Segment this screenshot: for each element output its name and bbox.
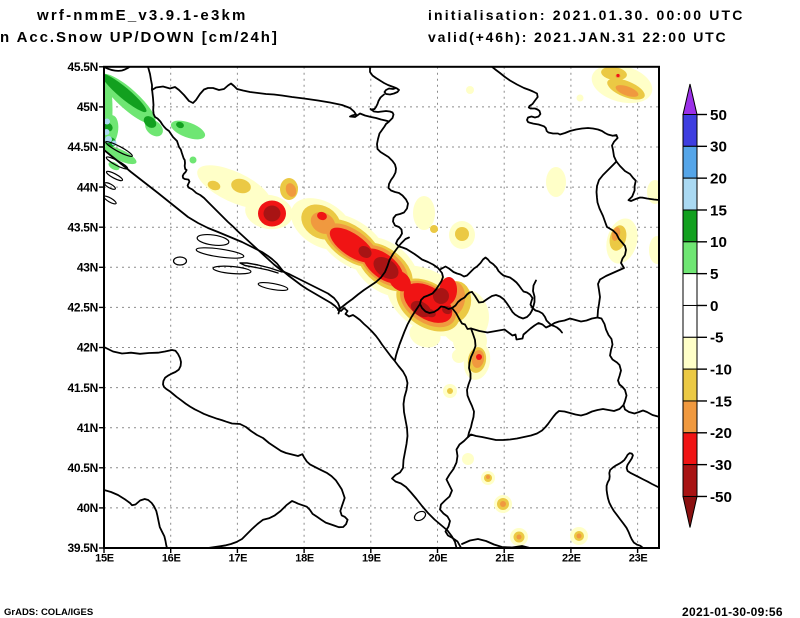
svg-text:n Acc.Snow UP/DOWN [cm/24h]: n Acc.Snow UP/DOWN [cm/24h] bbox=[0, 29, 279, 46]
svg-text:16E: 16E bbox=[162, 553, 181, 565]
svg-text:-20: -20 bbox=[710, 425, 732, 442]
svg-text:44N: 44N bbox=[77, 180, 98, 194]
svg-text:-50: -50 bbox=[710, 489, 732, 506]
svg-text:-5: -5 bbox=[710, 330, 724, 347]
svg-text:42.5N: 42.5N bbox=[67, 301, 98, 315]
svg-text:30: 30 bbox=[710, 139, 727, 156]
svg-text:50: 50 bbox=[710, 107, 727, 124]
svg-text:22E: 22E bbox=[562, 553, 581, 565]
svg-text:43.5N: 43.5N bbox=[67, 220, 98, 234]
svg-text:39.5N: 39.5N bbox=[67, 541, 98, 555]
svg-text:40N: 40N bbox=[77, 501, 98, 515]
svg-text:15E: 15E bbox=[95, 553, 114, 565]
svg-text:GrADS: COLA/IGES: GrADS: COLA/IGES bbox=[4, 607, 93, 618]
svg-text:valid(+46h): 2021.JAN.31 22:00: valid(+46h): 2021.JAN.31 22:00 UTC bbox=[428, 29, 728, 45]
svg-text:17E: 17E bbox=[229, 553, 248, 565]
svg-text:23E: 23E bbox=[629, 553, 648, 565]
svg-text:10: 10 bbox=[710, 234, 727, 251]
svg-text:41.5N: 41.5N bbox=[67, 381, 98, 395]
svg-text:-15: -15 bbox=[710, 393, 733, 410]
svg-text:20: 20 bbox=[710, 171, 727, 188]
svg-text:15: 15 bbox=[710, 202, 727, 219]
svg-text:41N: 41N bbox=[77, 421, 98, 435]
svg-text:44.5N: 44.5N bbox=[67, 140, 98, 154]
svg-text:initialisation: 2021.01.30. 0: initialisation: 2021.01.30. 00:00 UTC bbox=[428, 7, 744, 23]
svg-text:5: 5 bbox=[710, 266, 719, 283]
svg-text:43N: 43N bbox=[77, 261, 98, 275]
svg-text:19E: 19E bbox=[362, 553, 381, 565]
svg-text:45N: 45N bbox=[77, 100, 98, 114]
svg-text:42N: 42N bbox=[77, 341, 98, 355]
svg-text:0: 0 bbox=[710, 298, 718, 315]
svg-text:wrf-nmmE_v3.9.1-e3km: wrf-nmmE_v3.9.1-e3km bbox=[36, 7, 248, 24]
svg-text:40.5N: 40.5N bbox=[67, 461, 98, 475]
svg-text:21E: 21E bbox=[495, 553, 514, 565]
svg-text:20E: 20E bbox=[429, 553, 448, 565]
svg-text:-30: -30 bbox=[710, 457, 732, 474]
svg-text:45.5N: 45.5N bbox=[67, 60, 98, 74]
svg-text:2021-01-30-09:56: 2021-01-30-09:56 bbox=[682, 605, 783, 618]
svg-text:-10: -10 bbox=[710, 362, 732, 379]
svg-text:18E: 18E bbox=[295, 553, 314, 565]
